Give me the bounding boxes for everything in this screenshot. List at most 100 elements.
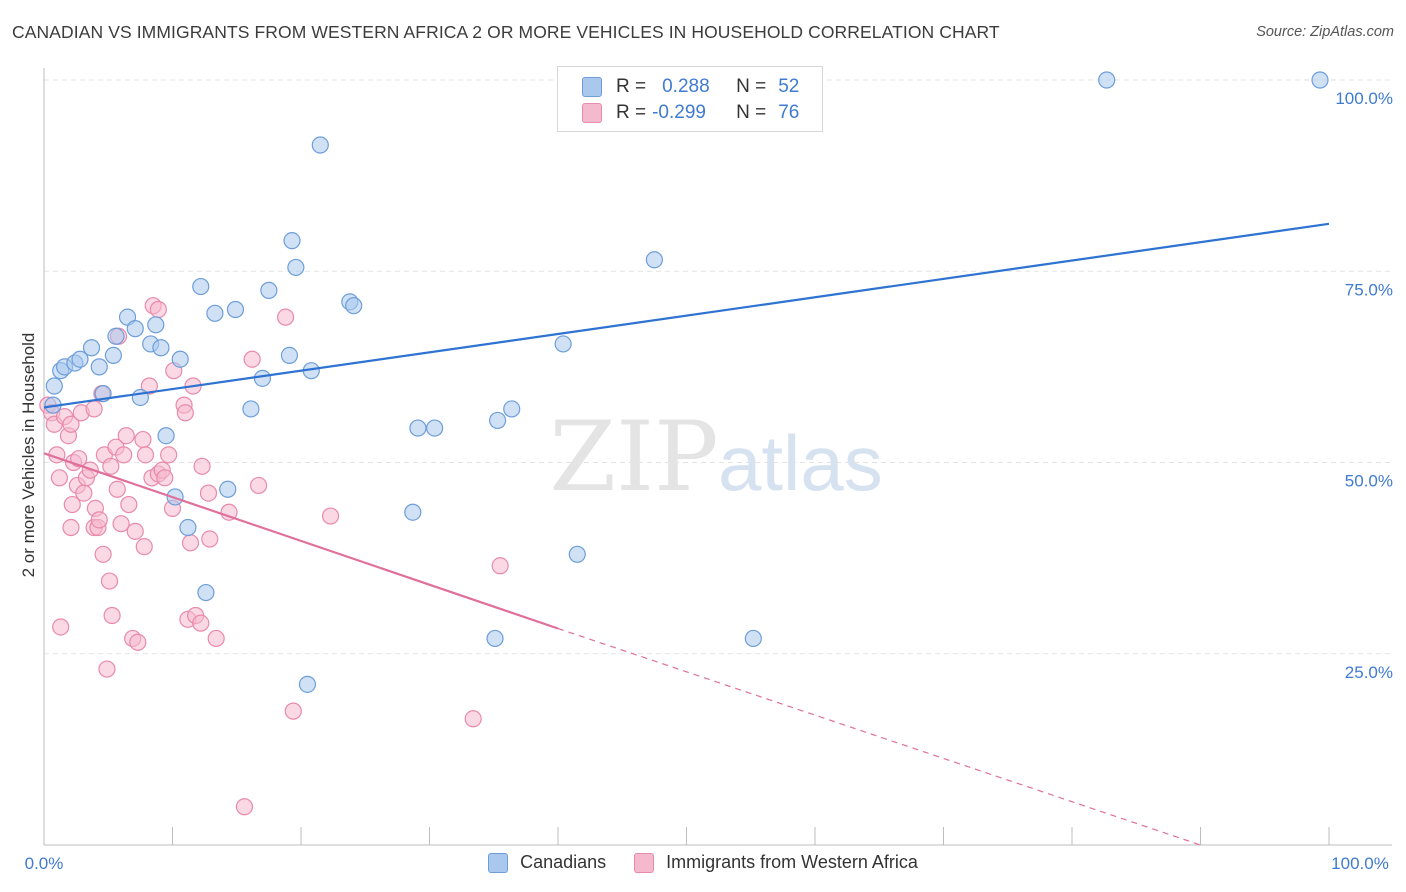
- canadians-point: [152, 339, 170, 357]
- canadians-point: [554, 335, 572, 353]
- series-swatch-pink: [634, 852, 655, 873]
- series-swatch-blue: [488, 852, 509, 873]
- immigrants-point: [102, 457, 120, 475]
- series-legend-immigrants: Immigrants from Western Africa: [634, 852, 918, 873]
- x-tick-label: 0.0%: [25, 854, 64, 873]
- series-label-canadians: Canadians: [520, 852, 607, 872]
- chart-title: CANADIAN VS IMMIGRANTS FROM WESTERN AFRI…: [12, 22, 1000, 42]
- y-tick-label: 50.0%: [1345, 472, 1393, 491]
- canadians-point: [206, 304, 224, 322]
- canadians-point: [171, 350, 189, 368]
- canadians-point: [260, 281, 278, 299]
- canadians-point: [568, 545, 586, 563]
- immigrants-point: [126, 522, 144, 540]
- legend-swatch-blue: [582, 77, 602, 97]
- correlation-legend: R = 0.288 N = 52 R = -0.299 N = 76: [557, 66, 823, 132]
- immigrants-point: [235, 798, 254, 816]
- canadians-point: [645, 251, 663, 269]
- canadians-point: [253, 369, 272, 387]
- immigrants-point: [134, 430, 152, 449]
- canadians-point: [345, 297, 363, 315]
- immigrants-point: [75, 484, 93, 502]
- canadians-point: [82, 339, 101, 357]
- canadians-point: [90, 358, 108, 376]
- immigrants-point: [201, 530, 219, 548]
- immigrants-point: [129, 633, 147, 651]
- immigrants-point: [103, 606, 121, 625]
- immigrants-point: [321, 507, 340, 525]
- canadians-point: [219, 480, 237, 498]
- immigrants-point: [98, 660, 116, 678]
- immigrants-point: [207, 629, 225, 648]
- immigrants-point: [85, 400, 103, 418]
- canadians-point: [404, 503, 422, 521]
- immigrants-trend-extension: [557, 627, 1201, 846]
- canadians-point: [486, 629, 504, 648]
- y-tick-label: 75.0%: [1345, 280, 1393, 299]
- y-tick-label: 25.0%: [1345, 663, 1393, 682]
- canadians-point: [280, 346, 299, 364]
- canadians-point: [147, 316, 165, 334]
- series-legend-canadians: Canadians: [488, 852, 606, 873]
- legend-n-value: 52: [778, 76, 800, 97]
- canadians-point: [311, 136, 329, 154]
- immigrants-point: [63, 495, 81, 514]
- immigrants-point: [243, 350, 261, 368]
- immigrants-point: [199, 484, 218, 502]
- immigrants-point: [117, 427, 135, 445]
- immigrants-point: [52, 618, 70, 636]
- immigrants-point: [94, 545, 112, 563]
- legend-n-label: N =: [736, 102, 767, 123]
- legend-r-label: R =: [616, 102, 647, 123]
- canadians-point: [45, 377, 63, 395]
- immigrants-trend-line: [43, 452, 559, 630]
- immigrants-point: [108, 480, 126, 498]
- legend-r-label: R =: [616, 76, 647, 97]
- immigrants-point: [220, 503, 238, 521]
- watermark-zip: ZIP: [549, 401, 718, 513]
- immigrants-point: [62, 415, 80, 433]
- immigrants-point: [160, 446, 178, 464]
- canadians-point: [283, 232, 301, 250]
- immigrants-point: [140, 377, 158, 395]
- canadians-point: [192, 277, 210, 296]
- source-label: Source: ZipAtlas.com: [1256, 24, 1394, 40]
- canadians-point: [104, 346, 122, 364]
- immigrants-point: [249, 476, 268, 495]
- canadians-point: [197, 583, 215, 602]
- immigrants-point: [176, 404, 194, 422]
- canadians-trend-line: [43, 222, 1330, 409]
- immigrants-point: [464, 710, 482, 728]
- immigrants-point: [62, 518, 80, 537]
- watermark-atlas: atlas: [718, 419, 883, 507]
- legend-n-label: N =: [736, 76, 767, 97]
- canadians-point: [242, 400, 260, 418]
- canadians-point: [409, 419, 427, 437]
- legend-row-immigrants: R = -0.299 N = 76: [582, 101, 799, 125]
- immigrants-point: [100, 572, 119, 590]
- immigrants-point: [149, 300, 167, 319]
- series-legend: Canadians Immigrants from Western Africa: [0, 852, 1406, 873]
- immigrants-point: [193, 457, 211, 475]
- immigrants-point: [491, 557, 509, 575]
- immigrants-point: [135, 538, 153, 556]
- canadians-point: [503, 400, 521, 418]
- immigrants-point: [136, 446, 155, 464]
- x-tick-label: 100.0%: [1331, 854, 1389, 873]
- immigrants-point: [115, 446, 133, 464]
- canadians-point: [744, 629, 762, 648]
- canadians-point: [1311, 71, 1329, 89]
- canadians-point: [1098, 71, 1116, 89]
- immigrants-point: [276, 308, 295, 326]
- watermark: ZIP atlas: [549, 401, 882, 513]
- canadians-point: [298, 675, 317, 693]
- canadians-point: [157, 427, 175, 445]
- legend-n-value: 76: [778, 102, 800, 123]
- legend-r-value: 0.288: [662, 76, 710, 97]
- immigrants-point: [181, 534, 200, 552]
- immigrants-point: [192, 614, 210, 632]
- canadians-point: [71, 350, 89, 368]
- canadians-point: [287, 258, 305, 277]
- legend-swatch-pink: [582, 103, 602, 123]
